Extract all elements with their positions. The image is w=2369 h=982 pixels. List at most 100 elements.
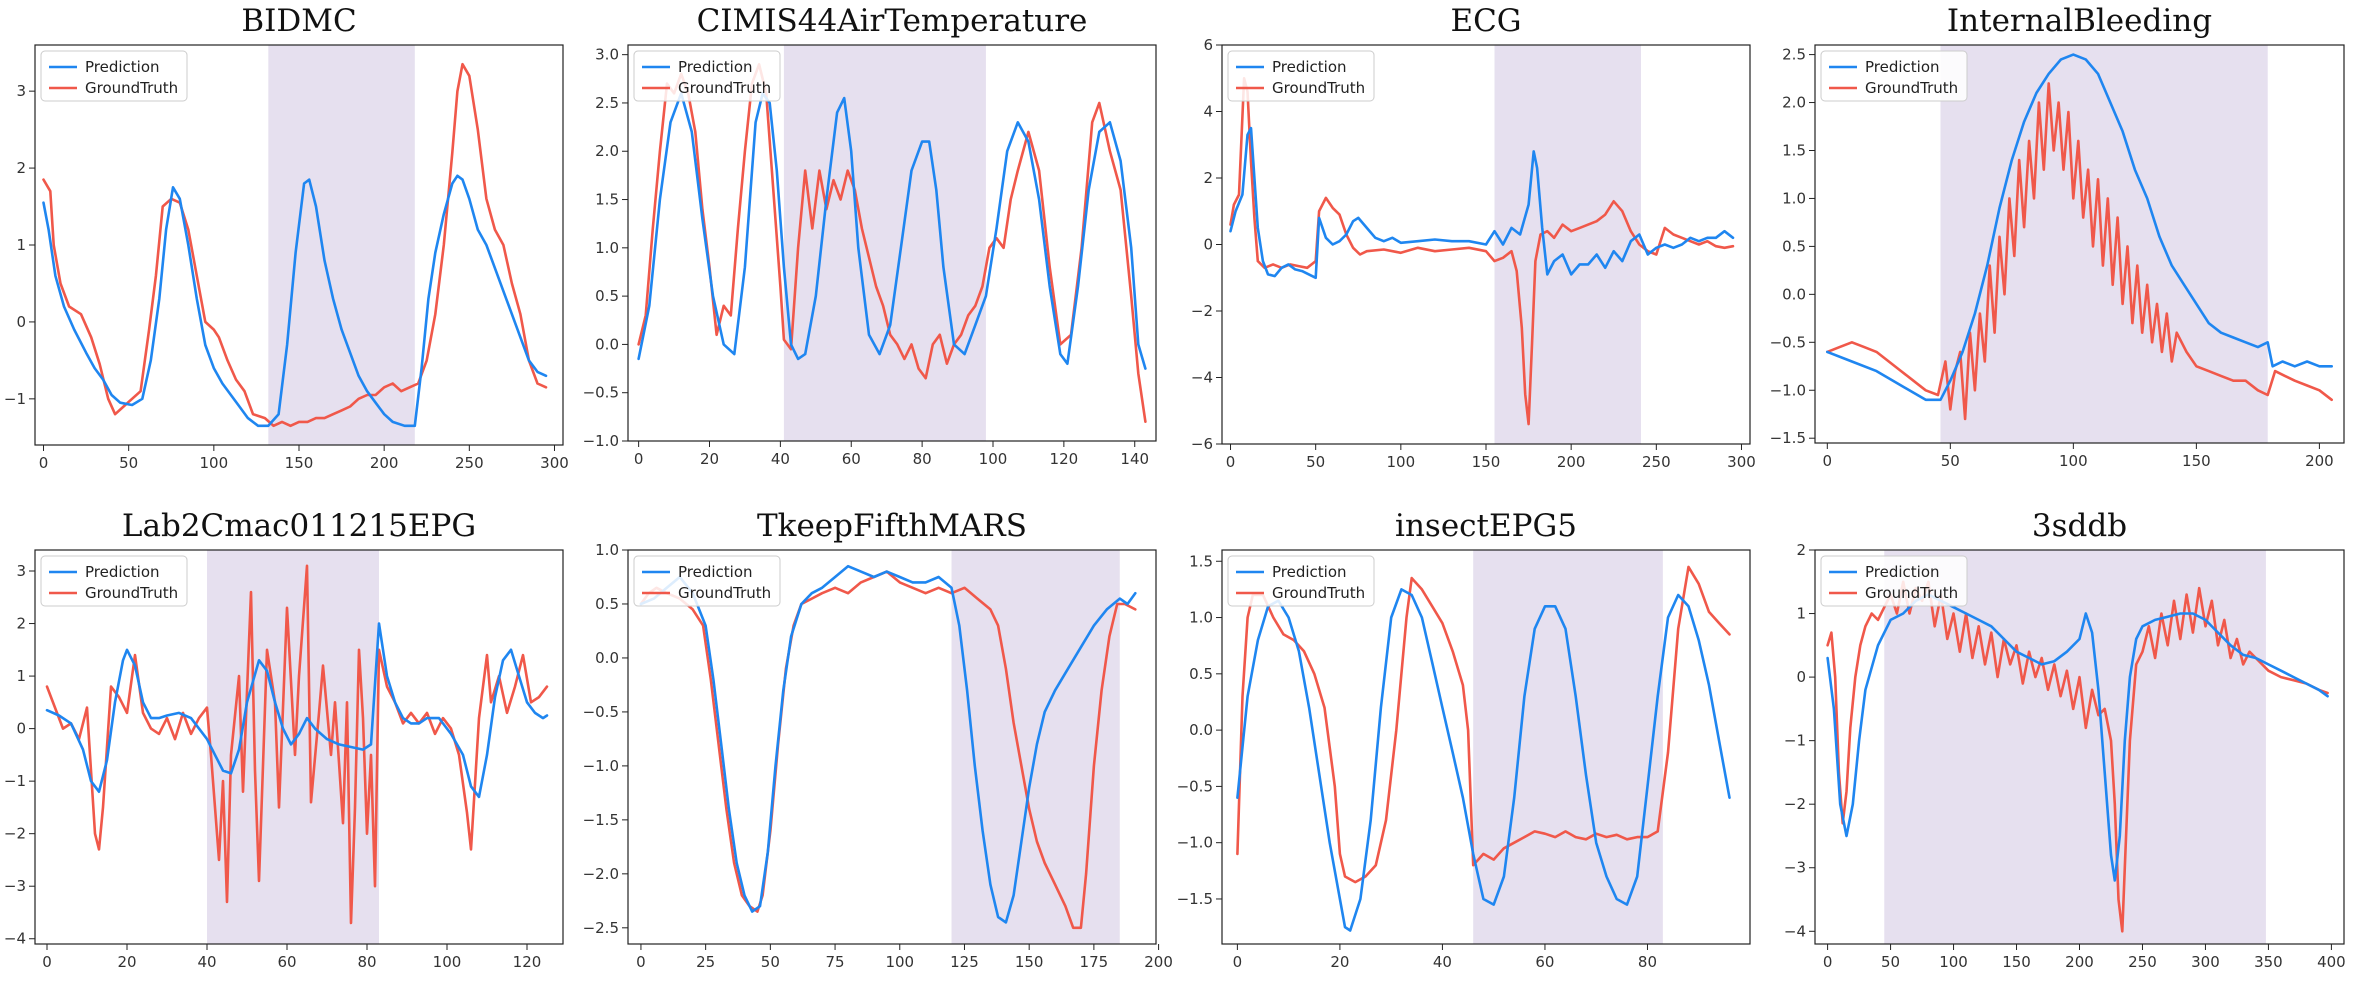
chart-panel-4: InternalBleeding 0 50 100 150 200 −1.5 −1.0 −0.5… [1770,3,2345,470]
highlight-region [1473,550,1663,944]
x-tick-label: 100 [433,953,462,971]
y-tick-label: 6 [1203,36,1213,54]
x-tick-label: 40 [771,450,790,468]
x-tick-label: 200 [370,454,399,472]
chart-title: CIMIS44AirTemperature [697,3,1088,39]
x-tick-label: 350 [2254,953,2283,971]
y-tick-label: 2 [1796,541,1806,559]
y-tick-label: 0.0 [1189,721,1213,739]
x-tick-label: 100 [885,953,914,971]
x-tick-label: 80 [1638,953,1657,971]
y-tick-label: −2 [4,825,26,843]
y-tick-label: 2 [16,615,26,633]
y-tick-label: −1.0 [1770,381,1806,399]
y-tick-label: −3 [4,877,26,895]
series-line-prediction [637,92,1147,370]
x-tick-label: 250 [2128,953,2157,971]
y-tick-label: 1 [1796,605,1806,623]
x-tick-label: 125 [950,953,979,971]
x-tick-label: 150 [2182,452,2211,470]
x-tick-label: 50 [1306,453,1325,471]
y-tick-label: 0.0 [595,649,619,667]
y-tick-label: 1.5 [1189,552,1213,570]
y-tick-label: −0.5 [1770,333,1806,351]
x-tick-label: 40 [1433,953,1452,971]
chart-panel-2: CIMIS44AirTemperature 0 20 40 60 80 100 120 140 −… [583,3,1157,468]
y-tick-label: 1.0 [1782,189,1806,207]
legend: Prediction GroundTruth [1820,555,1968,607]
series-line-prediction [1826,593,2329,882]
y-tick-label: −1 [4,772,26,790]
x-tick-label: 175 [1080,953,1109,971]
legend: Prediction GroundTruth [40,50,188,102]
plot-frame [627,44,1157,442]
highlight-region [1884,550,2266,944]
chart-panel-6: TkeepFifthMARS 0 25 50 75 100 125 150 175 200 −2.5… [583,508,1173,971]
chart-title: BIDMC [241,3,356,39]
x-tick-label: 40 [197,953,216,971]
y-tick-label: −2 [1191,302,1213,320]
x-tick-label: 50 [1941,452,1960,470]
legend-label-groundtruth: GroundTruth [85,79,178,97]
chart-title: insectEPG5 [1395,508,1577,544]
series-line-groundtruth [637,63,1147,423]
legend: Prediction GroundTruth [1820,50,1968,102]
legend-label-prediction: Prediction [1272,563,1347,581]
y-tick-label: −1.5 [583,811,619,829]
x-tick-label: 150 [285,454,314,472]
legend-label-prediction: Prediction [85,58,160,76]
x-tick-label: 200 [2065,953,2094,971]
x-tick-label: 60 [842,450,861,468]
series-line-groundtruth [1229,77,1735,426]
x-tick-label: 100 [1939,953,1968,971]
y-tick-label: −4 [1784,922,1806,940]
chart-panel-7: insectEPG5 0 20 40 60 80 −1.5 −1.0 −0.5 0.0 0.5 1.0… [1177,508,1751,971]
y-tick-label: −0.5 [583,703,619,721]
chart-panel-1: BIDMC 0 50 100 150 200 250 300 −1 0 1 2 3 Prediction G… [4,3,569,472]
highlight-region [783,45,986,441]
legend-label-groundtruth: GroundTruth [1272,79,1365,97]
series-line-prediction [45,622,549,799]
x-tick-label: 50 [761,953,780,971]
chart-title: InternalBleeding [1947,3,2212,39]
series-line-prediction [639,564,1137,924]
y-tick-label: 1 [16,667,26,685]
x-tick-label: 25 [696,953,715,971]
y-tick-label: 2 [1203,169,1213,187]
y-tick-label: 4 [1203,103,1213,121]
x-tick-label: 200 [1144,953,1173,971]
legend-label-prediction: Prediction [1865,563,1940,581]
plot-frame [1814,44,2345,444]
x-tick-label: 200 [1557,453,1586,471]
series-line-groundtruth [1826,82,2333,421]
x-tick-label: 0 [636,953,646,971]
series-line-prediction [1229,126,1735,280]
x-tick-label: 0 [39,454,49,472]
x-tick-label: 0 [42,953,52,971]
legend-label-prediction: Prediction [678,58,753,76]
y-tick-label: 0 [16,313,26,331]
x-tick-label: 150 [1472,453,1501,471]
plot-frame [34,549,564,945]
y-tick-label: 1 [16,236,26,254]
chart-title: Lab2Cmac011215EPG [122,508,476,544]
x-tick-label: 150 [2002,953,2031,971]
y-tick-label: −4 [1191,369,1213,387]
x-tick-label: 0 [634,450,644,468]
legend-label-groundtruth: GroundTruth [1865,584,1958,602]
x-tick-label: 75 [826,953,845,971]
y-tick-label: 1.0 [595,239,619,257]
series-line-groundtruth [42,62,548,428]
y-tick-label: −1.0 [583,432,619,450]
legend: Prediction GroundTruth [633,555,781,607]
y-tick-label: 0.5 [595,287,619,305]
series-line-prediction [42,174,548,428]
legend: Prediction GroundTruth [1227,50,1375,102]
x-tick-label: 20 [117,953,136,971]
x-tick-label: 250 [455,454,484,472]
legend-label-prediction: Prediction [678,563,753,581]
legend-label-groundtruth: GroundTruth [1865,79,1958,97]
x-tick-label: 60 [277,953,296,971]
x-tick-label: 300 [2191,953,2220,971]
